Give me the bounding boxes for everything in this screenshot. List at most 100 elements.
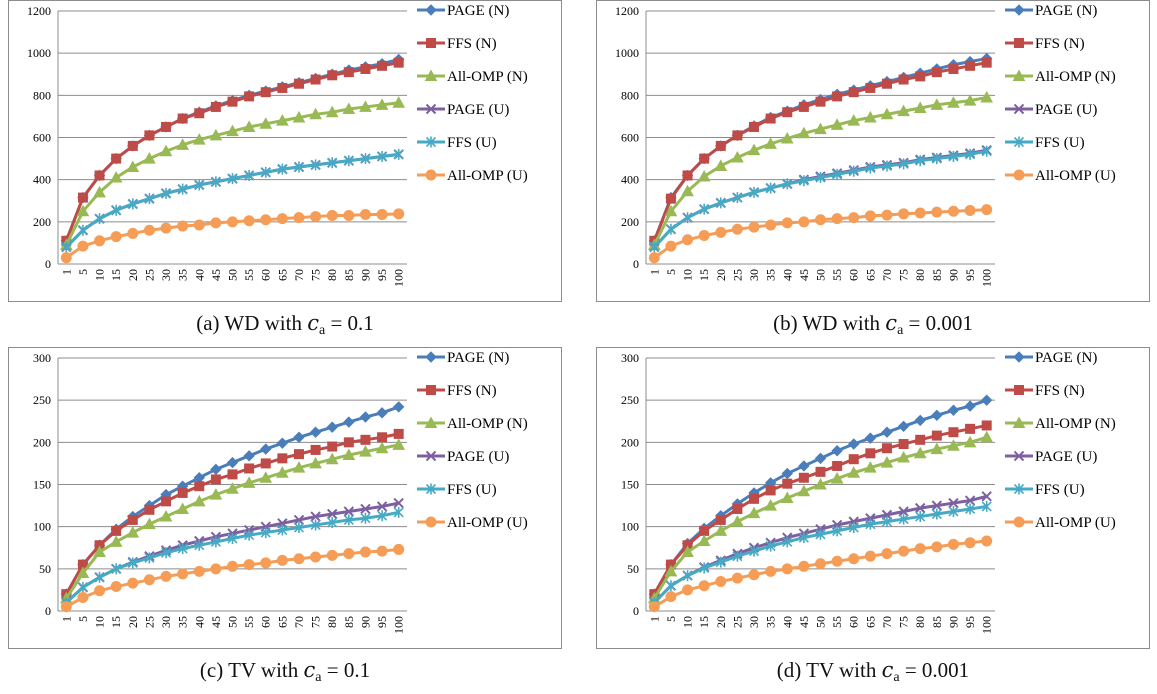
caption-variable: c	[307, 311, 319, 335]
data-point	[260, 458, 271, 469]
x-tick-label: 1	[59, 616, 73, 622]
data-point	[377, 432, 388, 443]
data-point	[914, 207, 926, 219]
data-point	[359, 208, 371, 220]
data-point	[865, 448, 876, 459]
x-tick-label: 100	[980, 269, 994, 287]
legend-marker	[1013, 516, 1025, 528]
data-point	[898, 513, 909, 525]
data-point	[293, 522, 305, 534]
data-point	[293, 78, 304, 89]
x-tick-label: 70	[880, 616, 894, 628]
data-point	[210, 536, 221, 548]
data-point	[109, 171, 123, 183]
legend-label: FFS (U)	[447, 482, 497, 498]
y-tick-label: 200	[33, 435, 51, 449]
data-point	[310, 444, 321, 455]
x-tick-label: 40	[192, 269, 206, 281]
legend-label: All-OMP (N)	[447, 69, 528, 85]
data-point	[194, 108, 205, 119]
y-tick-label: 0	[633, 604, 639, 618]
data-point	[393, 497, 404, 509]
data-point	[981, 204, 993, 216]
data-point	[309, 426, 322, 438]
data-point	[913, 101, 927, 113]
data-point	[310, 519, 321, 531]
data-point	[981, 535, 993, 547]
data-point	[226, 482, 239, 494]
data-point	[747, 506, 761, 519]
caption-subscript: a	[897, 323, 904, 338]
legend-item-ffs-u: FFS (U)	[1005, 135, 1085, 151]
data-point	[765, 565, 777, 577]
data-point	[359, 546, 371, 558]
legend-item-all-omp-n: All-OMP (N)	[1005, 69, 1116, 85]
data-point	[177, 220, 189, 232]
data-point	[227, 532, 238, 544]
data-point	[143, 574, 155, 586]
data-point	[648, 252, 660, 264]
data-point	[77, 224, 88, 236]
data-point	[226, 124, 239, 137]
series-ffs-u	[61, 506, 404, 609]
data-point	[881, 443, 892, 454]
data-point	[682, 570, 693, 582]
data-point	[664, 204, 678, 217]
data-point	[798, 175, 809, 187]
data-point	[393, 148, 404, 160]
data-point	[77, 581, 88, 593]
data-point	[832, 168, 843, 180]
legend-marker	[424, 416, 438, 428]
data-point	[309, 456, 322, 469]
data-point	[343, 155, 354, 167]
data-point	[782, 478, 793, 489]
data-point	[963, 435, 977, 448]
data-point	[227, 96, 238, 107]
y-tick-label: 600	[33, 131, 51, 145]
legend-item-page-u: PAGE (U)	[1005, 449, 1097, 465]
data-point	[310, 551, 322, 563]
data-point	[732, 192, 743, 204]
data-point	[931, 430, 942, 441]
data-point	[897, 104, 910, 117]
series-ffs-u	[649, 145, 992, 253]
legend-item-page-n: PAGE (N)	[1005, 3, 1097, 19]
data-point	[782, 178, 793, 190]
data-point	[964, 204, 976, 216]
data-point	[832, 91, 843, 102]
legend-item-all-omp-u: All-OMP (U)	[417, 168, 528, 184]
data-point	[226, 456, 239, 469]
data-point	[865, 162, 876, 174]
chart-frame: 0 200 400 600 800 1000 1200 1 5 10 15 20 25 30 35 40 45 5…	[596, 0, 1150, 302]
data-point	[881, 78, 892, 89]
x-tick-label: 80	[325, 269, 339, 281]
caption-value: = 0.001	[903, 311, 973, 335]
data-point	[209, 128, 223, 141]
legend-item-ffs-n: FFS (N)	[1005, 36, 1085, 52]
data-point	[392, 401, 405, 413]
legend-label: PAGE (N)	[1035, 350, 1097, 366]
data-point	[193, 219, 205, 231]
data-point	[326, 210, 338, 222]
data-point	[963, 94, 977, 106]
data-point	[359, 445, 372, 457]
caption-subscript: a	[893, 670, 900, 685]
data-point	[343, 210, 355, 222]
x-tick-label: 65	[863, 269, 877, 281]
legend-label: PAGE (N)	[447, 350, 509, 366]
data-point	[682, 170, 693, 181]
y-tick-label: 600	[621, 131, 639, 145]
data-point	[276, 114, 289, 126]
x-tick-label: 1	[59, 269, 73, 275]
data-point	[210, 101, 221, 112]
data-point	[981, 420, 992, 431]
data-point	[865, 82, 876, 93]
data-point	[864, 550, 876, 562]
data-point	[649, 241, 660, 253]
legend-label: FFS (U)	[447, 135, 497, 151]
data-point	[194, 539, 205, 551]
data-point	[747, 143, 761, 156]
legend-item-page-n: PAGE (N)	[417, 350, 509, 366]
data-point	[898, 158, 909, 170]
